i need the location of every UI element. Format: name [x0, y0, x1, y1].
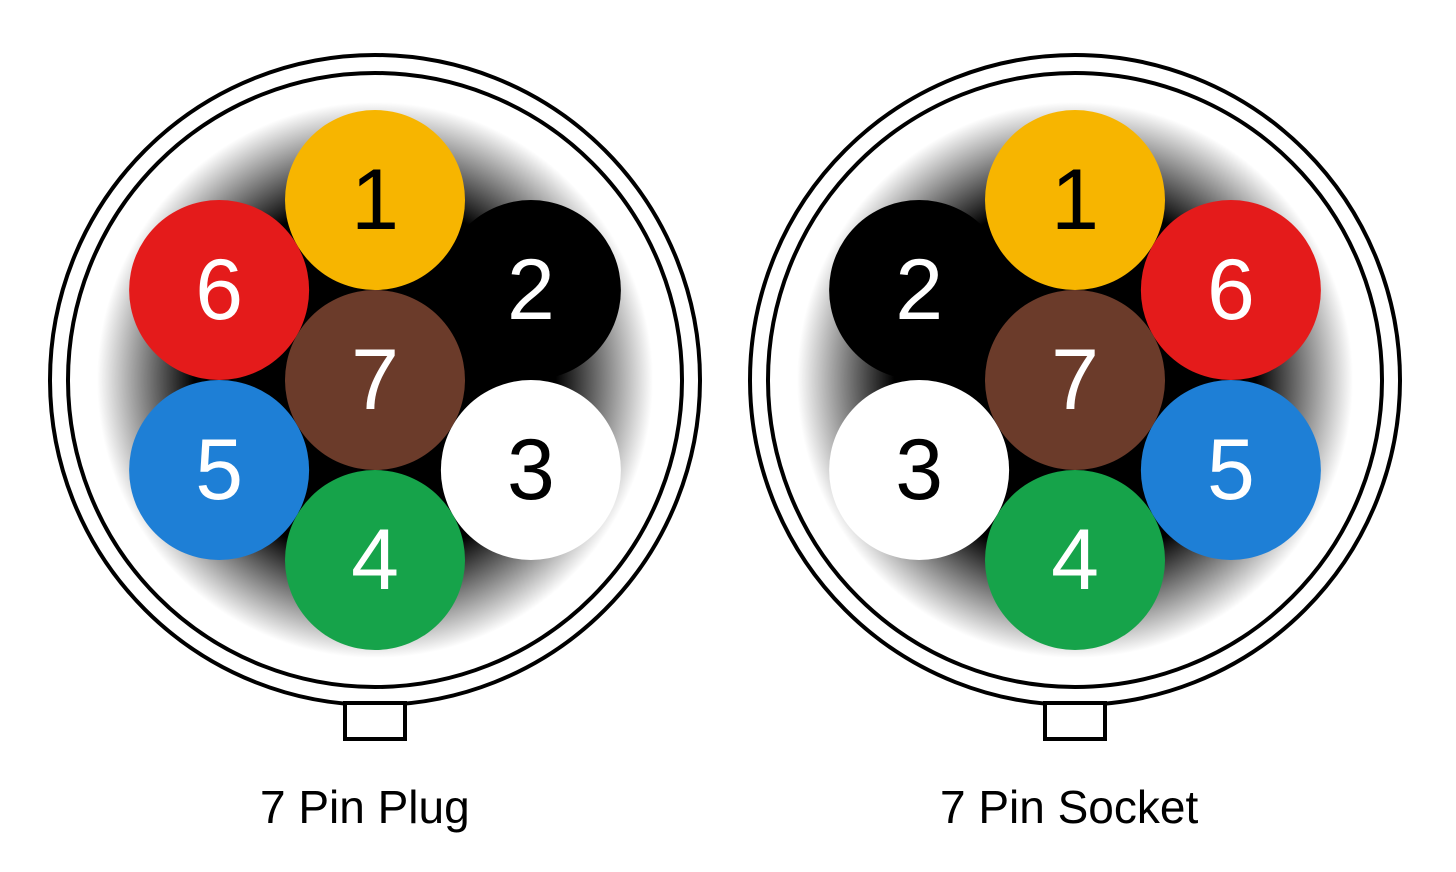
plug-pin-7-label: 7: [351, 332, 399, 428]
socket-pin-4-label: 4: [1051, 512, 1099, 608]
plug-pin-5-label: 5: [195, 422, 243, 518]
socket-pin-3-label: 3: [895, 422, 943, 518]
plug-pin-1: 1: [285, 110, 465, 290]
plug-pin-3: 3: [441, 380, 621, 560]
plug-pin-1-label: 1: [351, 152, 399, 248]
plug-pin-2: 2: [441, 200, 621, 380]
socket-pin-2: 2: [829, 200, 1009, 380]
plug-notch: [345, 703, 405, 739]
socket-pin-4: 4: [985, 470, 1165, 650]
plug-pin-2-label: 2: [507, 242, 555, 338]
plug-pin-6: 6: [129, 200, 309, 380]
socket-pin-7: 7: [985, 290, 1165, 470]
plug-pin-7: 7: [285, 290, 465, 470]
socket-notch: [1045, 703, 1105, 739]
plug-pin-3-label: 3: [507, 422, 555, 518]
socket-pin-5: 5: [1141, 380, 1321, 560]
plug-pin-5: 5: [129, 380, 309, 560]
plug-connector: 1 2 3 4 5 6 7: [25, 20, 725, 780]
socket-pin-2-label: 2: [895, 242, 943, 338]
socket-pin-7-label: 7: [1051, 332, 1099, 428]
socket-pin-6: 6: [1141, 200, 1321, 380]
plug-pin-4: 4: [285, 470, 465, 650]
socket-connector: 1 2 3 4 5 6 7: [725, 20, 1425, 780]
socket-pin-3: 3: [829, 380, 1009, 560]
socket-pin-1: 1: [985, 110, 1165, 290]
plug-pin-6-label: 6: [195, 242, 243, 338]
diagram-container: 1 2 3 4 5 6 7: [0, 0, 1456, 872]
plug-pin-4-label: 4: [351, 512, 399, 608]
socket-label: 7 Pin Socket: [940, 780, 1198, 834]
socket-pin-1-label: 1: [1051, 152, 1099, 248]
socket-pin-5-label: 5: [1207, 422, 1255, 518]
socket-pin-6-label: 6: [1207, 242, 1255, 338]
plug-label: 7 Pin Plug: [260, 780, 470, 834]
